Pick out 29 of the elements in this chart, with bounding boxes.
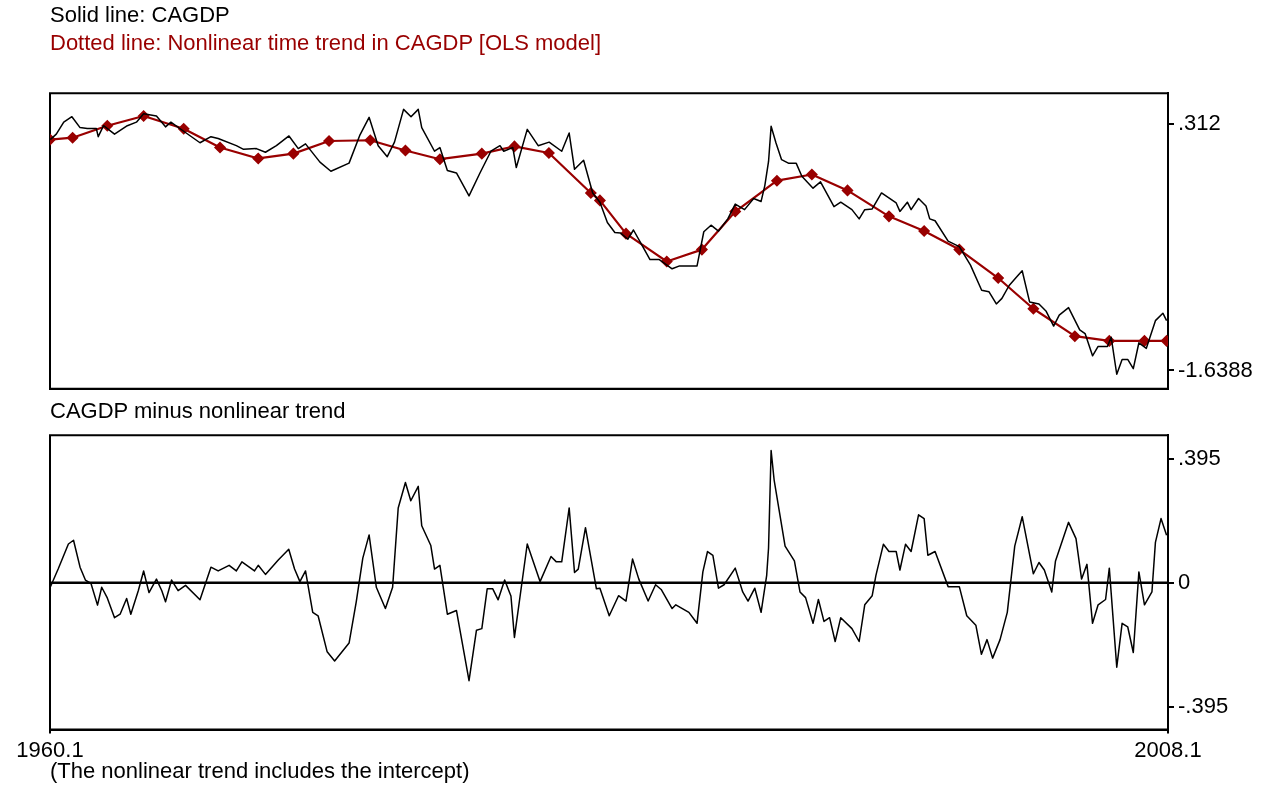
point: [992, 272, 1004, 284]
point: [66, 132, 79, 144]
point: [883, 210, 895, 222]
point: [918, 225, 930, 237]
point: [543, 147, 555, 159]
y-tick-label: .312: [1178, 109, 1221, 135]
y-tick-label: -.395: [1178, 692, 1229, 718]
point: [214, 141, 226, 154]
y-tick-label: .395: [1178, 445, 1221, 471]
point: [771, 175, 783, 187]
point: [434, 153, 446, 165]
point: [364, 134, 376, 146]
point: [399, 144, 412, 157]
point: [287, 148, 299, 160]
point: [476, 148, 488, 160]
point: [1138, 335, 1151, 347]
point: [252, 152, 264, 165]
chart-title: CAGDP minus nonlinear trend: [50, 398, 346, 424]
chart-subtitle: Dotted line: Nonlinear time trend in CAGDP [OLS model]: [50, 30, 602, 56]
point: [1027, 303, 1039, 315]
point: [841, 184, 854, 197]
x-tick-label: 2008.1: [1134, 736, 1202, 762]
point: [1069, 330, 1081, 342]
point: [806, 168, 818, 181]
point: [323, 135, 335, 147]
point: [729, 205, 741, 218]
y-tick-label: 0: [1178, 568, 1191, 594]
y-tick-label: -1.6388: [1178, 356, 1253, 382]
chart-title: Solid line: CAGDP: [50, 2, 230, 28]
